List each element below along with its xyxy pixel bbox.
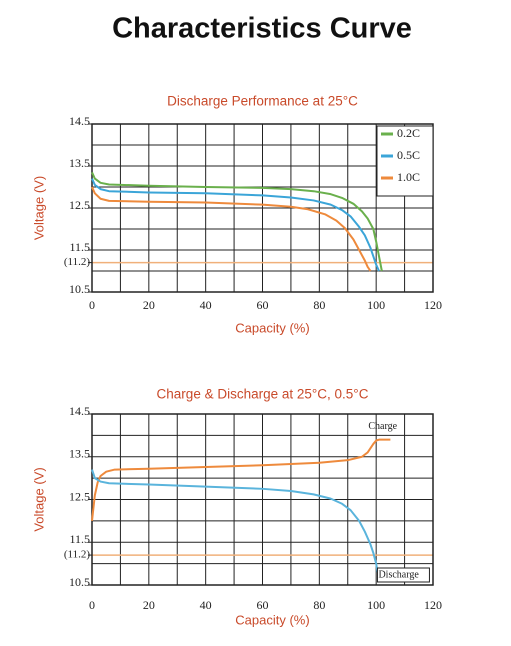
chart-title: Discharge Performance at 25°C bbox=[167, 94, 358, 109]
line-series bbox=[91, 469, 379, 573]
y-tick-label: 10.5 bbox=[69, 282, 90, 296]
y-axis-label: Voltage (V) bbox=[31, 467, 46, 531]
plot-frame bbox=[91, 413, 434, 586]
x-tick-label: 120 bbox=[424, 298, 442, 312]
x-tick-label: 40 bbox=[200, 598, 212, 612]
label-box bbox=[376, 567, 430, 583]
y-tick-label: 10.5 bbox=[69, 575, 90, 589]
x-tick-label: 100 bbox=[367, 598, 385, 612]
line-series bbox=[91, 186, 372, 272]
x-tick-label: 40 bbox=[200, 298, 212, 312]
series-label: Charge bbox=[368, 421, 397, 432]
line-series bbox=[91, 438, 391, 521]
legend-label: 1.0C bbox=[397, 170, 420, 184]
x-tick-label: 100 bbox=[367, 298, 385, 312]
plot-frame bbox=[91, 123, 434, 293]
y-tick-label: 14.5 bbox=[69, 114, 90, 128]
x-tick-label: 0 bbox=[89, 298, 95, 312]
y-tick-label: (11.2) bbox=[64, 549, 91, 561]
y-tick-label: 14.5 bbox=[69, 404, 90, 418]
x-tick-label: 0 bbox=[89, 598, 95, 612]
page-title: Characteristics Curve bbox=[112, 13, 412, 45]
y-tick-label: 11.5 bbox=[69, 532, 90, 546]
y-tick-label: 12.5 bbox=[69, 198, 90, 212]
x-axis-label: Capacity (%) bbox=[235, 320, 309, 335]
legend-box bbox=[376, 125, 434, 197]
x-tick-label: 20 bbox=[143, 598, 155, 612]
series-label: Discharge bbox=[378, 569, 419, 580]
legend-label: 0.5C bbox=[397, 148, 420, 162]
y-tick-label: 13.5 bbox=[69, 156, 90, 170]
x-tick-label: 120 bbox=[424, 598, 442, 612]
line-series bbox=[91, 178, 380, 272]
chart-title: Charge & Discharge at 25°C, 0.5°C bbox=[157, 387, 369, 402]
x-tick-label: 20 bbox=[143, 298, 155, 312]
x-tick-label: 80 bbox=[313, 598, 325, 612]
x-axis-label: Capacity (%) bbox=[235, 612, 309, 627]
x-tick-label: 80 bbox=[313, 298, 325, 312]
y-tick-label: 13.5 bbox=[69, 447, 90, 461]
y-tick-label: (11.2) bbox=[64, 256, 91, 268]
y-tick-label: 11.5 bbox=[69, 240, 90, 254]
y-axis-label: Voltage (V) bbox=[31, 176, 46, 240]
y-tick-label: 12.5 bbox=[69, 489, 90, 503]
line-series bbox=[91, 171, 383, 272]
x-tick-label: 60 bbox=[257, 598, 269, 612]
x-tick-label: 60 bbox=[257, 298, 269, 312]
legend-label: 0.2C bbox=[397, 126, 420, 140]
